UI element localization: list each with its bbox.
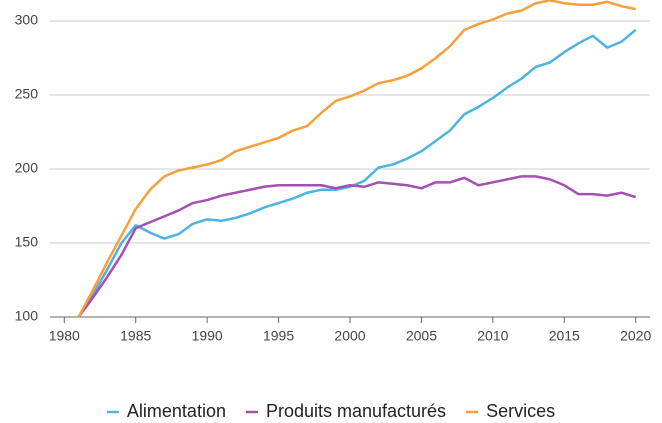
y-tick-label: 150 bbox=[15, 234, 39, 250]
x-tick-label: 2000 bbox=[334, 328, 365, 344]
line bbox=[77, 28, 637, 318]
y-tick-label: 250 bbox=[15, 86, 39, 102]
legend-label: Produits manufacturés bbox=[266, 401, 446, 421]
line bbox=[77, 0, 636, 318]
x-tick-label: 1985 bbox=[120, 328, 151, 344]
x-tick-label: 1990 bbox=[192, 328, 223, 344]
legend-label: Alimentation bbox=[127, 401, 226, 421]
y-tick-label: 300 bbox=[15, 12, 39, 28]
legend-label: Services bbox=[486, 401, 555, 421]
y-tick-label: 100 bbox=[15, 308, 39, 324]
x-tick-label: 2015 bbox=[549, 328, 580, 344]
x-tick-label: 1995 bbox=[263, 328, 294, 344]
x-tick-label: 2005 bbox=[406, 328, 437, 344]
legend: Alimentation Produits manufacturés Service… bbox=[106, 401, 555, 421]
x-tick-label: 2020 bbox=[620, 328, 651, 344]
y-tick-label: 200 bbox=[15, 160, 39, 176]
x-tick-label: 1980 bbox=[49, 328, 80, 344]
line bbox=[77, 175, 637, 318]
x-tick-label: 2010 bbox=[477, 328, 508, 344]
grid bbox=[50, 20, 650, 318]
